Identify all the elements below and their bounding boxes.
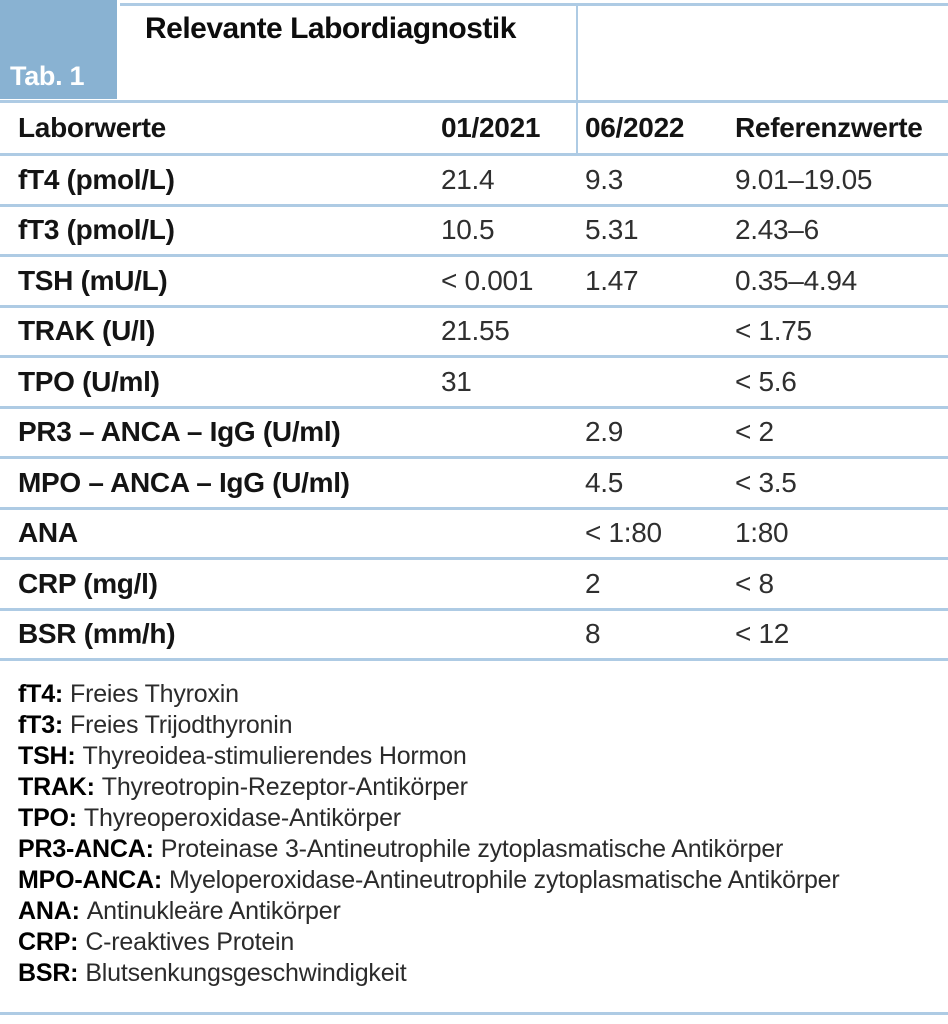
reference-value: 9.01–19.05 xyxy=(735,163,873,195)
row-label: CRP (mg/l) xyxy=(18,567,158,599)
legend-description: Thyreotropin-Rezeptor-Antikörper xyxy=(101,773,468,801)
row-label: fT3 (pmol/L) xyxy=(18,214,175,246)
legend-abbr: BSR: xyxy=(18,959,79,987)
row-label: MPO – ANCA – IgG (U/ml) xyxy=(18,466,350,498)
legend-abbr: TSH: xyxy=(18,742,76,770)
table-row: BSR (mm/h) 8 < 12 xyxy=(0,611,948,661)
legend-item: MPO-ANCA: Myeloperoxidase-Antineutrophile… xyxy=(18,865,938,896)
legend-abbr: ANA: xyxy=(18,897,80,925)
legend-abbr: PR3-ANCA: xyxy=(18,835,154,863)
legend-item: TSH: Thyreoidea-stimulierendes Hormon xyxy=(18,741,938,772)
legend-abbr: fT4: xyxy=(18,680,64,708)
reference-value: < 12 xyxy=(735,618,790,650)
value-01-2021: 21.55 xyxy=(441,315,510,347)
value-01-2021: 31 xyxy=(441,365,472,397)
legend-description: Freies Trijodthyronin xyxy=(70,711,293,739)
table-title: Relevante Labordiagnostik xyxy=(145,12,516,45)
value-01-2021: < 0.001 xyxy=(441,264,534,296)
legend-abbr: TPO: xyxy=(18,804,77,832)
column-header-06-2022: 06/2022 xyxy=(585,112,685,143)
row-label: BSR (mm/h) xyxy=(18,618,176,650)
legend-item: TRAK: Thyreotropin-Rezeptor-Antikörper xyxy=(18,772,938,803)
table-row: TRAK (U/l) 21.55 < 1.75 xyxy=(0,308,948,358)
legend-item: fT3: Freies Trijodthyronin xyxy=(18,710,938,741)
legend-item: TPO: Thyreoperoxidase-Antikörper xyxy=(18,803,938,834)
table-row: MPO – ANCA – IgG (U/ml) 4.5 < 3.5 xyxy=(0,459,948,510)
legend-description: Myeloperoxidase-Antineutrophile zytoplas… xyxy=(169,866,840,894)
reference-value: 1:80 xyxy=(735,517,789,549)
reference-value: 0.35–4.94 xyxy=(735,264,857,296)
legend-item: fT4: Freies Thyroxin xyxy=(18,679,938,710)
row-label: ANA xyxy=(18,517,78,549)
row-label: fT4 (pmol/L) xyxy=(18,163,175,195)
table-row: fT4 (pmol/L) 21.4 9.3 9.01–19.05 xyxy=(0,156,948,207)
legend-item: ANA: Antinukleäre Antikörper xyxy=(18,896,938,927)
table-row: TPO (U/ml) 31 < 5.6 xyxy=(0,358,948,409)
legend-item: BSR: Blutsenkungsgeschwindigkeit xyxy=(18,958,938,989)
reference-value: < 8 xyxy=(735,567,774,599)
legend-item: PR3-ANCA: Proteinase 3-Antineutrophile zy… xyxy=(18,834,938,865)
row-label: TPO (U/ml) xyxy=(18,365,160,397)
column-header-laborwerte: Laborwerte xyxy=(18,112,166,143)
reference-value: < 5.6 xyxy=(735,365,797,397)
legend-description: Blutsenkungsgeschwindigkeit xyxy=(85,959,407,987)
legend-abbr: TRAK: xyxy=(18,773,95,801)
legend-description: Antinukleäre Antikörper xyxy=(86,897,341,925)
value-06-2022: 5.31 xyxy=(585,214,639,246)
legend-abbr: fT3: xyxy=(18,711,64,739)
value-06-2022: 9.3 xyxy=(585,163,624,195)
value-06-2022: 2 xyxy=(585,567,601,599)
table-number-label: Tab. 1 xyxy=(10,61,85,91)
legend-description: Proteinase 3-Antineutrophile zytoplasmat… xyxy=(160,835,784,863)
value-06-2022: 8 xyxy=(585,618,601,650)
value-06-2022: < 1:80 xyxy=(585,517,662,549)
table-row: ANA < 1:80 1:80 xyxy=(0,510,948,560)
table-row: CRP (mg/l) 2 < 8 xyxy=(0,560,948,611)
row-label: TRAK (U/l) xyxy=(18,315,155,347)
table-body: fT4 (pmol/L) 21.4 9.3 9.01–19.05 fT3 (pm… xyxy=(0,156,948,661)
legend-description: Thyreoidea-stimulierendes Hormon xyxy=(82,742,467,770)
abbreviation-legend: fT4: Freies Thyroxin fT3: Freies Trijodthy… xyxy=(18,679,938,989)
legend-description: C-reaktives Protein xyxy=(85,928,295,956)
legend-description: Freies Thyroxin xyxy=(70,680,239,708)
legend-abbr: CRP: xyxy=(18,928,79,956)
table-number-badge: Tab. 1 xyxy=(0,0,117,99)
table-row: fT3 (pmol/L) 10.5 5.31 2.43–6 xyxy=(0,207,948,257)
top-border-line xyxy=(120,3,948,6)
column-header-referenzwerte: Referenzwerte xyxy=(735,112,923,143)
legend-abbr: MPO-ANCA: xyxy=(18,866,163,894)
table-row: PR3 – ANCA – IgG (U/ml) 2.9 < 2 xyxy=(0,409,948,459)
row-label: PR3 – ANCA – IgG (U/ml) xyxy=(18,416,341,448)
value-01-2021: 10.5 xyxy=(441,214,495,246)
value-06-2022: 4.5 xyxy=(585,466,624,498)
row-label: TSH (mU/L) xyxy=(18,264,168,296)
column-header-01-2021: 01/2021 xyxy=(441,112,541,143)
value-01-2021: 21.4 xyxy=(441,163,495,195)
reference-value: < 3.5 xyxy=(735,466,797,498)
value-06-2022: 1.47 xyxy=(585,264,639,296)
value-06-2022: 2.9 xyxy=(585,416,624,448)
table-row: TSH (mU/L) < 0.001 1.47 0.35–4.94 xyxy=(0,257,948,308)
legend-description: Thyreoperoxidase-Antikörper xyxy=(83,804,401,832)
reference-value: < 2 xyxy=(735,416,774,448)
legend-item: CRP: C-reaktives Protein xyxy=(18,927,938,958)
lab-values-table: Laborwerte 01/2021 06/2022 Referenzwerte… xyxy=(0,100,948,661)
header-column-divider-line xyxy=(576,4,578,156)
reference-value: 2.43–6 xyxy=(735,214,819,246)
table-header-row: Laborwerte 01/2021 06/2022 Referenzwerte xyxy=(0,100,948,156)
bottom-border-line xyxy=(0,1012,948,1015)
reference-value: < 1.75 xyxy=(735,315,812,347)
